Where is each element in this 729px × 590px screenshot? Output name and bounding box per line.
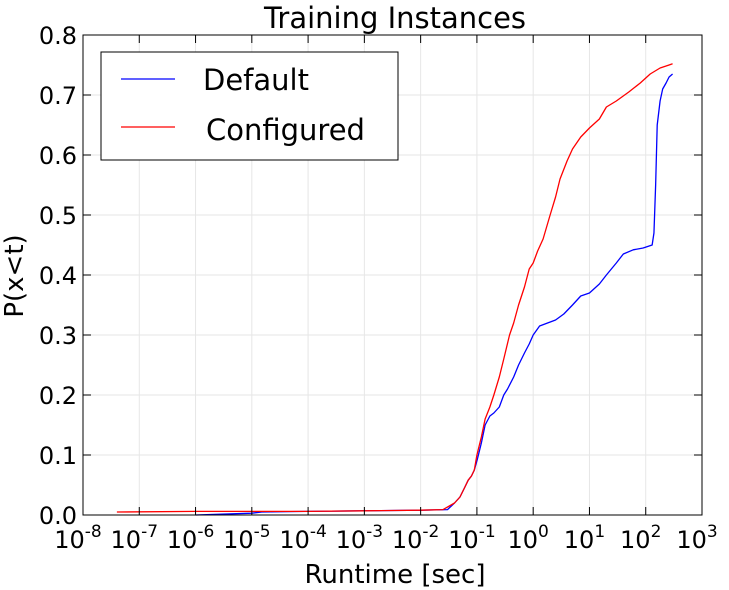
y-tick-label: 0.1 (39, 442, 77, 470)
x-tick-label-base: 10 (54, 526, 85, 554)
y-tick-label: 0.2 (39, 382, 77, 410)
x-tick-label: 10-4 (279, 522, 327, 554)
x-tick-label: 10-7 (111, 522, 159, 554)
x-tick-label-exponent: -1 (479, 522, 496, 542)
y-tick-label: 0.7 (39, 82, 77, 110)
y-tick-label: 0.8 (39, 22, 77, 50)
tick-marks (82, 34, 703, 516)
x-tick-label-exponent: 0 (538, 522, 549, 542)
x-tick-label-exponent: 1 (594, 522, 605, 542)
x-tick-label-exponent: -7 (141, 522, 158, 542)
x-tick-label-base: 10 (111, 526, 142, 554)
x-tick-label: 102 (620, 522, 661, 554)
x-tick-label-exponent: 3 (707, 522, 718, 542)
series-line-configured (116, 63, 673, 513)
y-tick-label: 0.6 (39, 142, 77, 170)
y-tick-label: 0.5 (39, 202, 77, 230)
x-tick-label-base: 10 (223, 526, 254, 554)
y-axis-label: P(x<t) (0, 234, 30, 317)
x-tick-label-base: 10 (507, 526, 538, 554)
tick-labels: 10-8 10-7 10-6 10-5 10-4 10-3 10-2 10-1 100 101 10… (39, 22, 718, 554)
x-tick-label-exponent: -6 (197, 522, 214, 542)
x-tick-label-exponent: -2 (422, 522, 439, 542)
x-tick-label: 10-3 (336, 522, 384, 554)
legend-box (100, 51, 399, 161)
x-tick-label: 10-8 (54, 522, 102, 554)
x-tick-label-exponent: 2 (651, 522, 662, 542)
x-tick-label-base: 10 (392, 526, 423, 554)
x-tick-label-base: 10 (336, 526, 367, 554)
x-tick-label-exponent: -5 (254, 522, 271, 542)
y-tick-label: 0.0 (39, 502, 77, 530)
x-tick-label: 103 (676, 522, 717, 554)
x-tick-label: 10-1 (448, 522, 496, 554)
y-tick-label: 0.3 (39, 322, 77, 350)
x-tick-label-base: 10 (676, 526, 707, 554)
legend-label-default: Default (203, 63, 309, 97)
x-tick-label: 10-5 (223, 522, 271, 554)
x-tick-label: 10-2 (392, 522, 440, 554)
x-tick-label-base: 10 (448, 526, 479, 554)
x-tick-label-base: 10 (279, 526, 310, 554)
x-tick-label: 101 (564, 522, 605, 554)
x-tick-label-exponent: -4 (310, 522, 327, 542)
x-tick-label-base: 10 (167, 526, 198, 554)
chart-title: Training Instances (263, 1, 526, 35)
x-tick-label-base: 10 (564, 526, 595, 554)
x-tick-label-base: 10 (620, 526, 651, 554)
x-tick-label: 100 (507, 522, 548, 554)
x-tick-label: 10-6 (167, 522, 215, 554)
legend-label-configured: Configured (206, 113, 365, 147)
x-tick-label-exponent: -8 (85, 522, 102, 542)
y-tick-label: 0.4 (39, 262, 77, 290)
x-tick-label-exponent: -3 (366, 522, 383, 542)
x-axis-label: Runtime [sec] (305, 560, 486, 590)
plot-series-group (116, 63, 674, 516)
legend: Default Configured (100, 51, 399, 161)
